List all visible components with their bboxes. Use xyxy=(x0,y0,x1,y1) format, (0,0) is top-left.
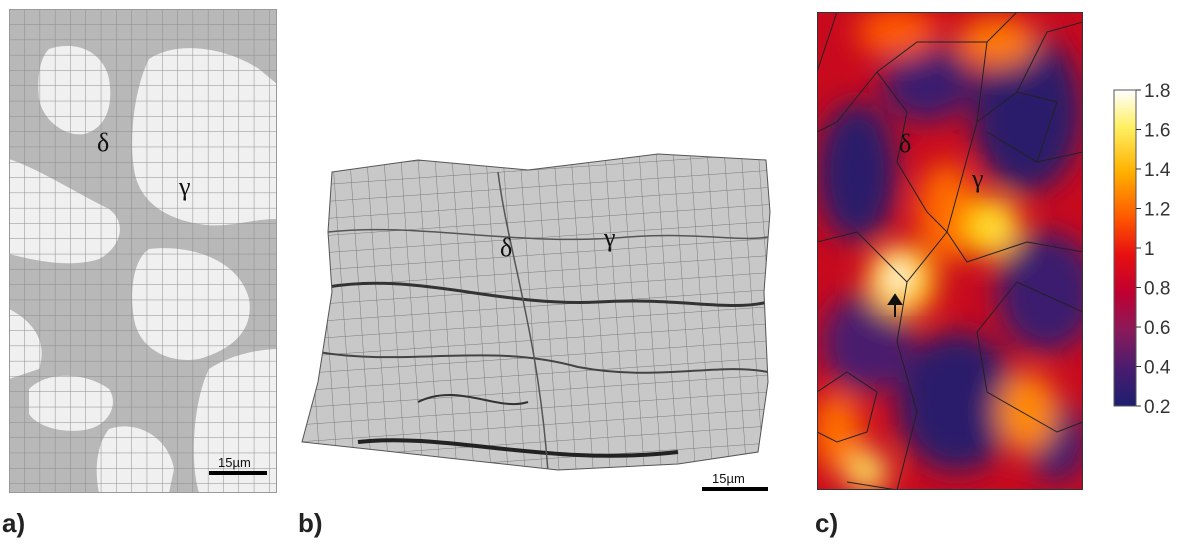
panel-a-image: δ γ 15µm xyxy=(9,9,277,493)
panel-a-grid-map: δ γ 15µm xyxy=(9,9,277,493)
colorbar-tick-label: 0.6 xyxy=(1144,318,1170,339)
scale-bar xyxy=(702,487,768,491)
panel-b-image: δ γ 15µm xyxy=(301,153,771,491)
scale-bar-label: 15µm xyxy=(218,455,251,470)
colorbar-tick-label: 1.4 xyxy=(1144,160,1171,181)
delta-label: δ xyxy=(97,128,109,157)
colorbar-ticks: 1.8 1.6 1.4 1.2 1 0.8 0.6 0.4 0.2 xyxy=(1136,81,1171,418)
colorbar-tick-label: 0.2 xyxy=(1144,397,1170,418)
panel-c-image: δ γ xyxy=(817,12,1083,490)
delta-label: δ xyxy=(500,233,512,262)
colorbar-tick-label: 1 xyxy=(1144,239,1155,260)
colorbar-gradient xyxy=(1113,89,1137,407)
gamma-label: γ xyxy=(178,172,191,201)
colorbar-tick-label: 0.8 xyxy=(1144,279,1170,300)
gamma-label: γ xyxy=(971,164,984,193)
arrow-up-icon xyxy=(887,293,903,317)
colorbar-tick-label: 1.6 xyxy=(1144,121,1170,142)
grid-overlay xyxy=(9,9,277,493)
delta-label: δ xyxy=(899,129,911,158)
scale-bar xyxy=(209,471,267,475)
colorbar-tick-label: 1.2 xyxy=(1144,200,1170,221)
panel-c-strain-map: δ γ xyxy=(817,12,1083,490)
panel-b-label: b) xyxy=(298,508,323,538)
panel-c-label: c) xyxy=(815,508,839,538)
panel-b-sem-image: δ γ 15µm xyxy=(298,152,778,497)
colorbar-tick-label: 0.4 xyxy=(1144,358,1171,379)
panel-a-label: a) xyxy=(2,508,26,538)
deformed-grid xyxy=(302,154,770,470)
scale-bar-label: 15µm xyxy=(712,471,745,486)
gamma-label: γ xyxy=(603,223,616,252)
colorbar-tick-label: 1.8 xyxy=(1144,81,1170,102)
colorbar: 1.8 1.6 1.4 1.2 1 0.8 0.6 0.4 0.2 xyxy=(1110,80,1190,425)
